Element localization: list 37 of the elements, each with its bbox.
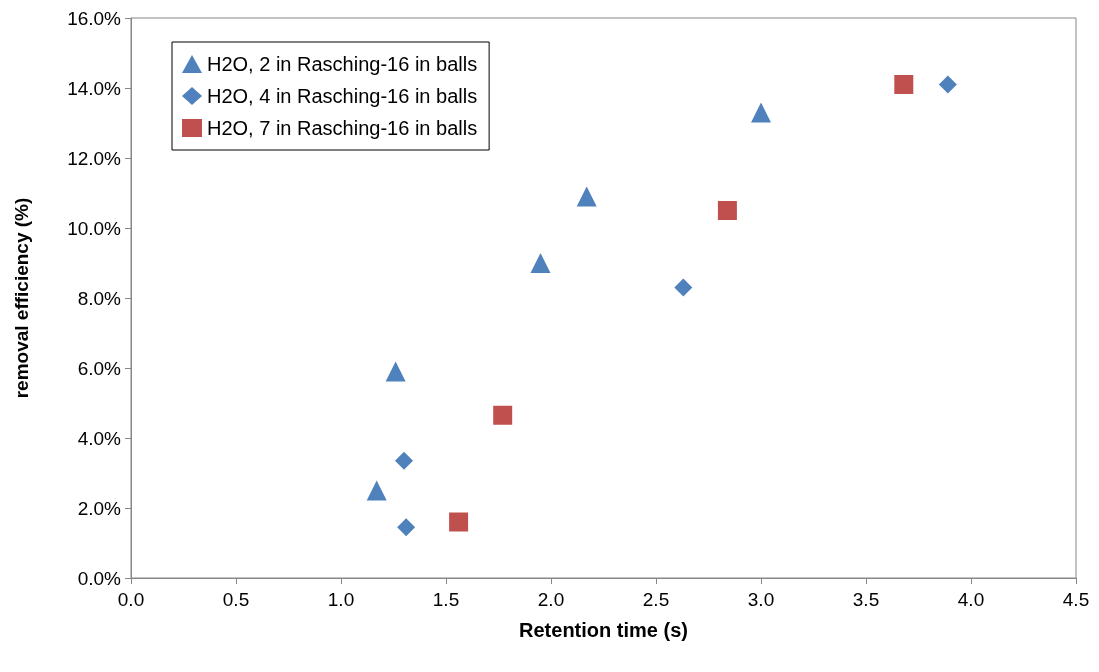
y-tick-label: 8.0%: [77, 287, 122, 309]
point: [530, 253, 551, 273]
point: [894, 75, 914, 94]
y-tick-label: 0.0%: [77, 567, 122, 589]
x-tick-label: 3.0: [747, 589, 775, 610]
x-tick-label: 0.0: [117, 589, 145, 610]
x-tick-label: 2.0: [537, 589, 565, 610]
y-tick-label: 2.0%: [77, 497, 122, 519]
x-tick-label: 4.0: [957, 589, 985, 610]
point: [397, 518, 416, 537]
point: [395, 451, 413, 470]
y-tick-label: 12.0%: [67, 147, 122, 169]
x-tick-label: 1.0: [327, 589, 355, 610]
x-tick-label: 3.5: [852, 589, 880, 610]
point: [938, 75, 957, 94]
point: [717, 201, 737, 220]
legend-label: H2O, 2 in Rasching-16 in balls: [207, 53, 478, 75]
point: [751, 102, 771, 123]
legend-label: H2O, 4 in Rasching-16 in balls: [207, 85, 478, 107]
y-tick-label: 6.0%: [77, 357, 122, 379]
y-tick-label: 10.0%: [67, 217, 122, 239]
x-tick-label: 1.5: [432, 589, 460, 610]
point: [366, 480, 387, 501]
y-tick-label: 4.0%: [77, 427, 122, 449]
legend-label: H2O, 7 in Rasching-16 in balls: [207, 117, 478, 139]
x-tick-label: 2.5: [642, 589, 670, 610]
y-axis-title: removal efficiency (%): [11, 197, 32, 399]
point: [576, 186, 597, 207]
point: [493, 405, 513, 425]
x-tick-label: 4.5: [1062, 589, 1090, 610]
x-axis-title: Retention time (s): [519, 619, 688, 641]
x-tick-label: 0.5: [222, 589, 250, 610]
y-tick-label: 14.0%: [67, 77, 122, 99]
point: [449, 512, 469, 532]
y-tick-label: 16.0%: [67, 7, 122, 29]
point: [674, 278, 693, 297]
point: [385, 361, 406, 382]
